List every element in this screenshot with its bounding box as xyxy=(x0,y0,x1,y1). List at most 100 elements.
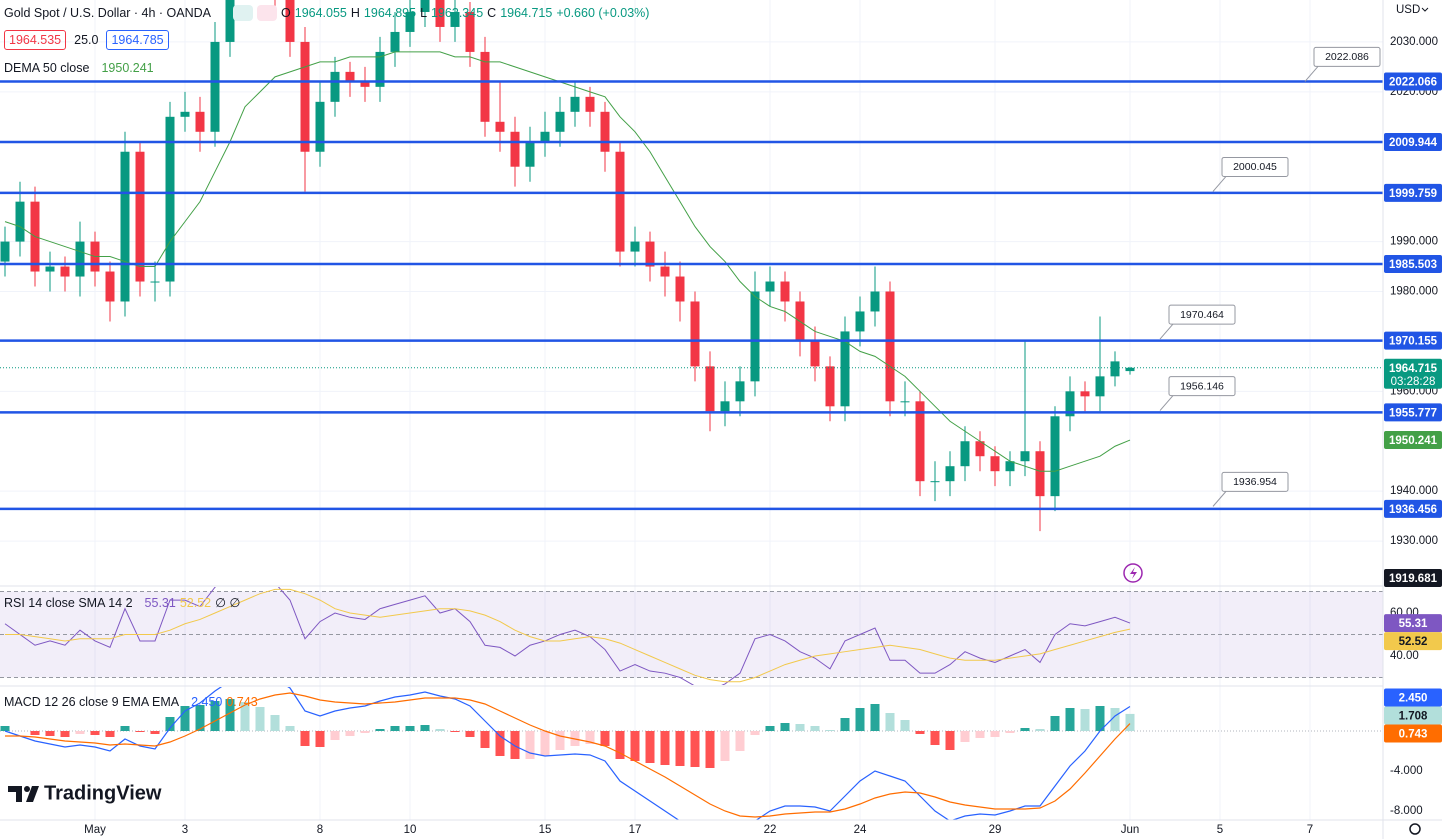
candle-body xyxy=(285,0,295,42)
candle-body xyxy=(60,266,70,277)
histogram-bar xyxy=(285,726,295,731)
histogram-bar xyxy=(225,699,235,731)
candle-body xyxy=(930,481,940,483)
candle-body xyxy=(420,0,430,12)
ohlc-letter: H xyxy=(350,6,360,20)
bid[interactable]: 1964.535 xyxy=(4,30,67,50)
histogram-bar xyxy=(870,704,880,731)
candle-body xyxy=(450,11,460,27)
indicator-value: 1950.241 xyxy=(101,61,154,75)
histogram-bar xyxy=(855,708,865,731)
x-tick-label: 22 xyxy=(764,824,777,836)
ohlc-value: 1964.055 xyxy=(294,6,347,20)
indicator-value: 2.450 xyxy=(191,695,223,709)
histogram-bar xyxy=(810,726,820,731)
callout-label: 2022.086 xyxy=(1325,51,1369,63)
currency-caret[interactable] xyxy=(1421,7,1429,12)
rsi-line xyxy=(5,588,1131,683)
indicator-value: 55.31 xyxy=(144,595,176,610)
status-icon[interactable] xyxy=(233,5,254,21)
candle-body xyxy=(720,401,730,412)
histogram-bar xyxy=(345,731,355,736)
candle-body xyxy=(1110,361,1120,377)
spread: 25.0 xyxy=(74,33,99,47)
level-label-box xyxy=(1384,331,1442,350)
histogram-bar xyxy=(780,723,790,731)
settings-icon[interactable] xyxy=(1409,823,1421,835)
callout-box xyxy=(1313,46,1381,67)
candle-body xyxy=(1020,451,1030,462)
histogram-bar xyxy=(1110,708,1120,731)
event-icon-bolt xyxy=(1130,567,1137,579)
y-tick-label: -4.000 xyxy=(1390,765,1423,777)
histogram-bar xyxy=(615,731,625,759)
callout-box xyxy=(1168,304,1236,325)
brand-name: TradingView xyxy=(44,782,162,804)
rsi-axis-label: 55.31 xyxy=(1399,618,1428,630)
callout-pointer xyxy=(1159,323,1174,340)
candle-body xyxy=(315,101,325,152)
countdown: 03:28:28 xyxy=(1391,376,1436,388)
candle-body xyxy=(495,121,505,132)
histogram-bar xyxy=(180,706,190,731)
y-tick-label: -8.000 xyxy=(1390,805,1423,817)
indicator-line xyxy=(4,51,1131,472)
histogram-bar xyxy=(405,726,415,731)
candle-body xyxy=(690,301,700,367)
rsi-axis-label-box xyxy=(1384,632,1442,651)
ask[interactable]: 1964.785 xyxy=(106,30,169,50)
histogram-bar xyxy=(630,731,640,761)
level-label: 2009.944 xyxy=(1389,137,1438,149)
candle-body xyxy=(975,441,985,457)
marks-layer xyxy=(0,0,1383,820)
histogram-bar xyxy=(510,731,520,759)
histogram-bar xyxy=(420,725,430,731)
candle-body xyxy=(435,0,445,27)
histogram-bar xyxy=(390,726,400,731)
candle-body xyxy=(405,11,415,32)
macd-axis-label-box xyxy=(1384,688,1442,707)
grid-layer xyxy=(0,0,1383,820)
candle-body xyxy=(765,281,775,292)
y-tick-label: 2030.000 xyxy=(1390,36,1438,48)
candle-body xyxy=(360,81,370,87)
candle-body xyxy=(600,111,610,152)
histogram-bar xyxy=(330,731,340,740)
candle-body xyxy=(1080,391,1090,397)
callout-label: 1970.464 xyxy=(1180,309,1224,321)
histogram-bar xyxy=(885,713,895,731)
event-icon[interactable] xyxy=(1123,563,1143,583)
candle-body xyxy=(870,291,880,312)
y-tick-label: 40.00 xyxy=(1390,650,1419,662)
candle-body xyxy=(555,111,565,132)
histogram-bar xyxy=(105,731,115,737)
symbol[interactable]: Gold Spot / U.S. Dollar · 4h · OANDA xyxy=(4,6,212,20)
histogram-bar xyxy=(360,731,370,733)
ohlc-value: 1963.345 xyxy=(431,6,484,20)
status-icon[interactable] xyxy=(257,5,278,21)
axis-marker-label-box xyxy=(1384,569,1442,587)
histogram-bar xyxy=(765,726,775,731)
level-label: 1936.456 xyxy=(1389,504,1437,516)
brand-logo: TradingView xyxy=(8,782,162,804)
ohlc-value: 1964.715 xyxy=(500,6,553,20)
histogram-bar xyxy=(750,731,760,735)
candle-body xyxy=(375,51,385,87)
indicator-value: 0.743 xyxy=(226,695,258,709)
x-tick-label: 7 xyxy=(1307,824,1313,836)
histogram-bar xyxy=(1065,708,1075,731)
histogram-bar xyxy=(840,718,850,731)
level-label: 1970.155 xyxy=(1389,336,1438,348)
callout-label: 1936.954 xyxy=(1233,476,1277,488)
y-tick-label: 1930.000 xyxy=(1390,535,1438,547)
candle-body xyxy=(900,401,910,403)
indicator-axis-label: 1950.241 xyxy=(1389,435,1438,447)
axis-marker-label: 1919.681 xyxy=(1389,573,1438,585)
ohlc-letter: O xyxy=(281,6,291,20)
candle-body xyxy=(660,266,670,277)
histogram-bar xyxy=(1035,729,1045,731)
histogram-bar xyxy=(45,731,55,736)
currency[interactable]: USD xyxy=(1396,4,1420,16)
candle-body xyxy=(135,151,145,282)
histogram-bar xyxy=(975,731,985,738)
